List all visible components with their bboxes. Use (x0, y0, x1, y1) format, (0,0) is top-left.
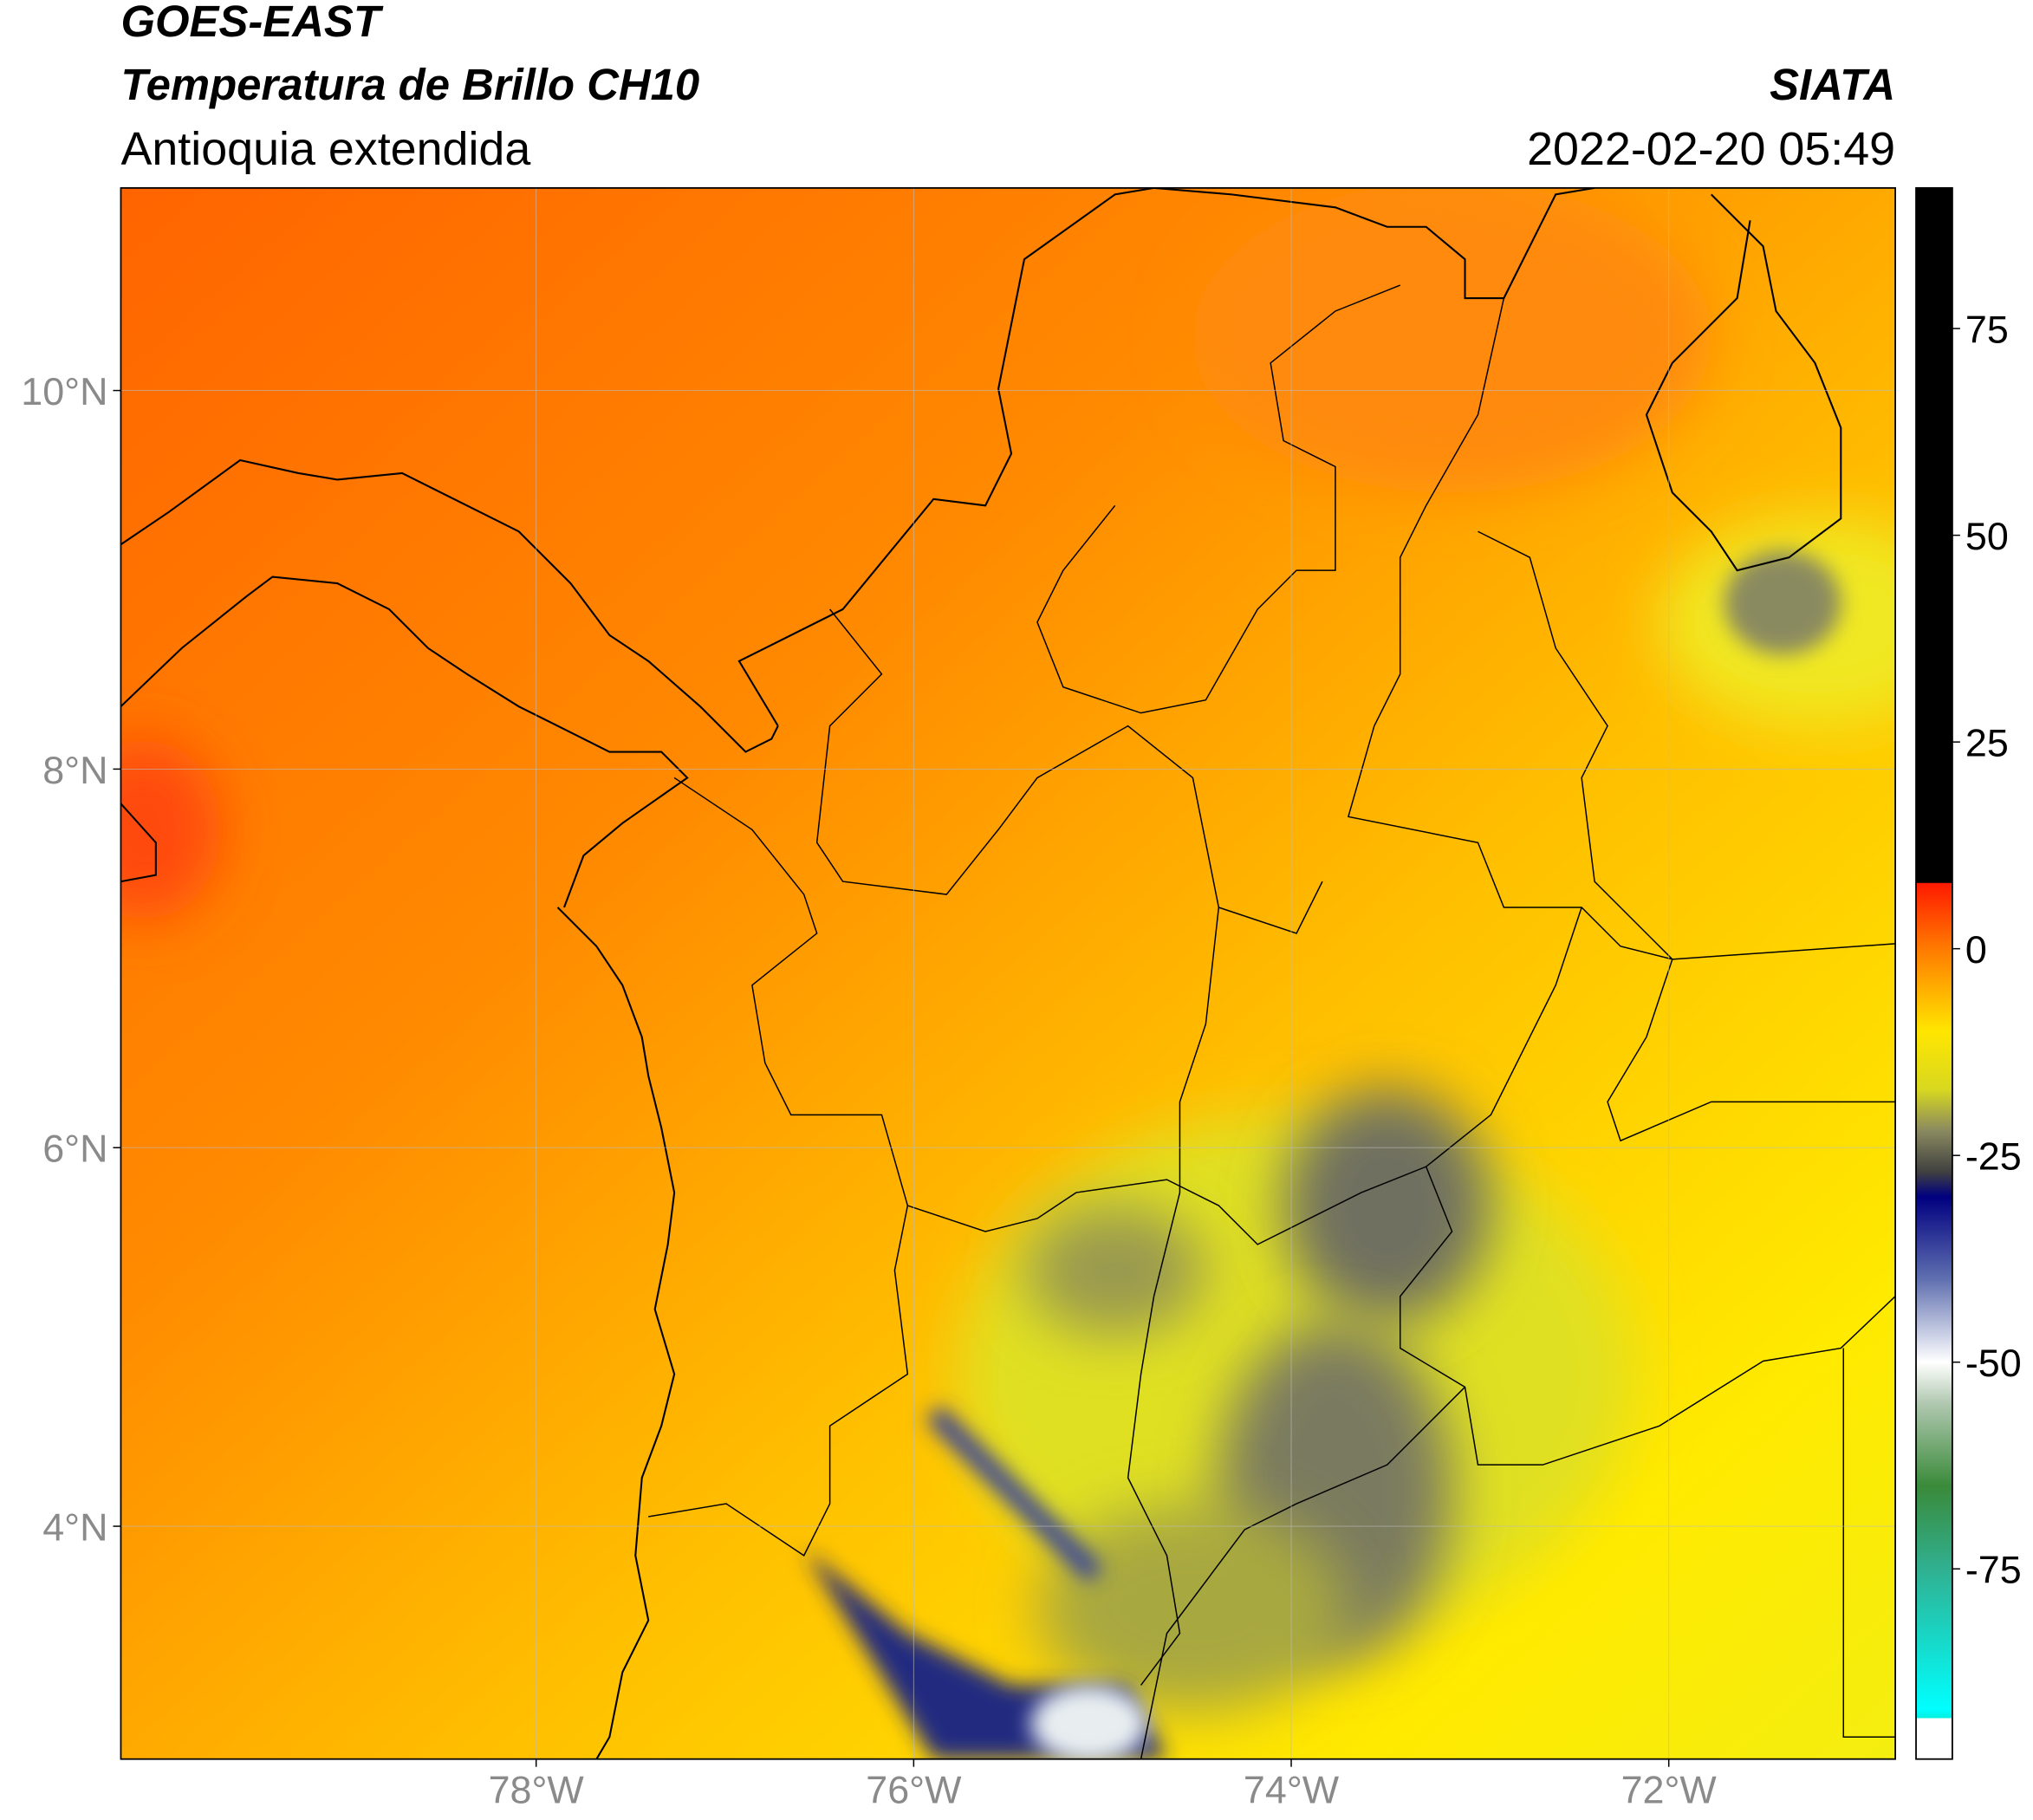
coastline (120, 458, 779, 753)
region: Antioquia extendida (120, 123, 530, 175)
plot-frame (120, 186, 1896, 1760)
title: GOES-EAST (120, 0, 383, 46)
y-tick-label: 8°N (42, 748, 107, 792)
warm-patch (1192, 187, 1711, 493)
border (1347, 297, 1896, 960)
cold-cloud-core (1030, 1685, 1148, 1759)
border (1842, 1348, 1896, 1739)
cold-cloud (926, 1405, 1103, 1583)
colorbar-tick-label: -25 (1965, 1134, 2022, 1179)
border (648, 1205, 909, 1557)
border (1399, 1166, 1896, 1466)
cloud (1036, 1504, 1348, 1712)
graticule (120, 187, 1896, 1759)
map-field (120, 187, 1896, 1759)
colorbar-tick-label: 0 (1965, 927, 1987, 972)
coastline (556, 907, 676, 1759)
colorbar-tick-label: -50 (1965, 1341, 2022, 1385)
coastline (120, 803, 157, 883)
coastline (120, 575, 689, 908)
colorbar-tick-label: 25 (1965, 721, 2009, 765)
x-tick-label: 74°W (1244, 1768, 1340, 1812)
coastline (737, 187, 1154, 727)
border (1036, 284, 1401, 714)
y-tick-label: 6°N (42, 1127, 107, 1171)
colorbar-tick-label: -75 (1965, 1548, 2022, 1592)
border (1478, 530, 1896, 1142)
coastline (1153, 187, 1595, 300)
colorbar-tick-label: 75 (1965, 308, 2009, 352)
coastline (1645, 193, 1842, 572)
cloud (1724, 550, 1841, 655)
border (673, 777, 1582, 1245)
colorbar-tick-label: 50 (1965, 514, 2009, 558)
cloud (1283, 1089, 1491, 1323)
colorbar (1915, 186, 1953, 1760)
source: SIATA (1770, 60, 1895, 109)
x-tick-label: 72°W (1621, 1768, 1718, 1812)
subtitle: Temperatura de Brillo CH10 (120, 60, 699, 109)
timestamp: 2022-02-20 05:49 (1527, 123, 1895, 175)
x-tick-label: 78°W (489, 1768, 585, 1812)
y-tick-label: 4°N (42, 1505, 107, 1550)
x-tick-label: 76°W (866, 1768, 962, 1812)
y-tick-label: 10°N (21, 369, 107, 413)
warm-patch (120, 738, 221, 920)
cloud (1023, 1206, 1206, 1336)
border (1140, 1386, 1466, 1759)
border (1127, 907, 1220, 1686)
